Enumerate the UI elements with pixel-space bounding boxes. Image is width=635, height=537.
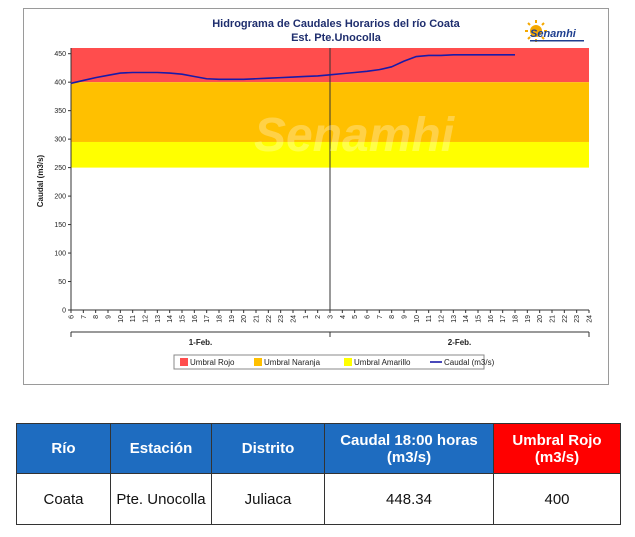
x-tick-label-33: 15 — [476, 315, 483, 323]
day-label-0: 1-Feb. — [189, 338, 213, 347]
header-distrito: Distrito — [211, 423, 325, 474]
x-tick-label-39: 21 — [550, 315, 557, 323]
cell-rio: Coata — [16, 473, 111, 525]
x-tick-label-32: 14 — [463, 315, 470, 323]
x-tick-label-14: 20 — [241, 315, 248, 323]
x-tick-label-17: 23 — [278, 315, 285, 323]
x-tick-label-1: 7 — [81, 315, 88, 319]
table-header-row: Río Estación Distrito Caudal 18:00 horas… — [16, 423, 621, 474]
x-tick-label-3: 9 — [106, 315, 113, 319]
header-rio: Río — [16, 423, 111, 474]
x-tick-label-36: 18 — [513, 315, 520, 323]
x-tick-label-23: 5 — [352, 315, 359, 319]
header-caudal: Caudal 18:00 horas (m3/s) — [324, 423, 494, 474]
legend: Umbral Rojo Umbral Naranja Umbral Amarillo… — [173, 354, 495, 370]
y-tick-label-8: 400 — [54, 80, 66, 87]
logo-name: Senamhi — [530, 28, 577, 40]
x-tick-label-10: 16 — [192, 315, 199, 323]
x-tick-label-13: 19 — [229, 315, 236, 323]
day-label-1: 2-Feb. — [448, 338, 472, 347]
x-tick-label-0: 6 — [69, 315, 76, 319]
watermark: Senamhi — [254, 109, 456, 162]
chart-subtitle: Est. Pte.Unocolla — [291, 32, 382, 44]
legend-label-3: Caudal (m3/s) — [444, 358, 495, 367]
y-tick-label-6: 300 — [54, 137, 66, 144]
table-row: Coata Pte. Unocolla Juliaca 448.34 400 — [16, 473, 621, 525]
x-tick-label-42: 24 — [587, 315, 594, 323]
cell-caudal: 448.34 — [324, 473, 494, 525]
sun-logo-icon — [525, 20, 547, 42]
x-tick-label-29: 11 — [426, 315, 433, 322]
cell-estacion: Pte. Unocolla — [110, 473, 212, 525]
x-tick-label-41: 23 — [574, 315, 581, 323]
x-tick-label-15: 21 — [254, 315, 261, 323]
x-tick-label-18: 24 — [291, 315, 298, 323]
legend-box — [173, 354, 485, 370]
senamhi-logo: Senamhi — [525, 20, 584, 42]
x-tick-label-19: 1 — [303, 315, 310, 319]
y-tick-label-2: 100 — [54, 251, 66, 258]
series-line-0 — [70, 54, 515, 85]
header-estacion: Estación — [110, 423, 212, 474]
x-tick-label-28: 10 — [414, 315, 421, 323]
y-axis-label: Caudal (m3/s) — [36, 154, 45, 207]
hydrograph-chart: Hidrograma de Caudales Horarios del río … — [36, 18, 594, 370]
x-tick-label-16: 22 — [266, 315, 273, 323]
x-tick-label-6: 12 — [143, 315, 150, 323]
legend-swatch-0 — [180, 358, 188, 366]
cell-umbral: 400 — [493, 473, 621, 525]
x-tick-label-8: 14 — [167, 315, 174, 323]
x-tick-label-27: 9 — [402, 315, 409, 319]
x-tick-label-35: 17 — [500, 315, 507, 323]
x-tick-label-34: 16 — [488, 315, 495, 323]
y-tick-label-4: 200 — [54, 194, 66, 201]
x-tick-label-24: 6 — [365, 315, 372, 319]
cell-distrito: Juliaca — [211, 473, 325, 525]
y-tick-label-0: 0 — [62, 308, 66, 315]
legend-label-1: Umbral Naranja — [264, 358, 321, 367]
x-tick-label-31: 13 — [451, 315, 458, 323]
x-tick-label-11: 17 — [204, 315, 211, 323]
x-tick-label-30: 12 — [439, 315, 446, 323]
legend-swatch-1 — [254, 358, 262, 366]
x-tick-label-37: 19 — [525, 315, 532, 323]
x-tick-label-38: 20 — [537, 315, 544, 323]
x-tick-label-12: 18 — [217, 315, 224, 323]
x-tick-label-25: 7 — [377, 315, 384, 319]
legend-label-0: Umbral Rojo — [190, 358, 235, 367]
x-tick-label-20: 2 — [315, 315, 322, 319]
x-tick-label-22: 4 — [340, 315, 347, 319]
x-tick-label-40: 22 — [562, 315, 569, 323]
x-tick-label-7: 13 — [155, 315, 162, 323]
y-tick-label-7: 350 — [54, 108, 66, 115]
legend-swatch-2 — [344, 358, 352, 366]
x-tick-label-4: 10 — [118, 315, 125, 323]
x-tick-label-2: 8 — [93, 315, 100, 319]
header-umbral-rojo: Umbral Rojo (m3/s) — [493, 423, 621, 474]
x-tick-label-21: 3 — [328, 315, 335, 319]
x-tick-label-5: 11 — [130, 315, 137, 322]
y-tick-label-9: 450 — [54, 51, 66, 58]
y-tick-label-3: 150 — [54, 222, 66, 229]
y-tick-label-5: 250 — [54, 165, 66, 172]
legend-label-2: Umbral Amarillo — [354, 358, 411, 367]
x-tick-label-26: 8 — [389, 315, 396, 319]
info-table: Río Estación Distrito Caudal 18:00 horas… — [16, 423, 621, 525]
chart-title: Hidrograma de Caudales Horarios del río … — [212, 18, 460, 30]
y-tick-label-1: 50 — [58, 279, 66, 286]
x-tick-label-9: 15 — [180, 315, 187, 323]
chart-frame: Hidrograma de Caudales Horarios del río … — [23, 8, 609, 385]
